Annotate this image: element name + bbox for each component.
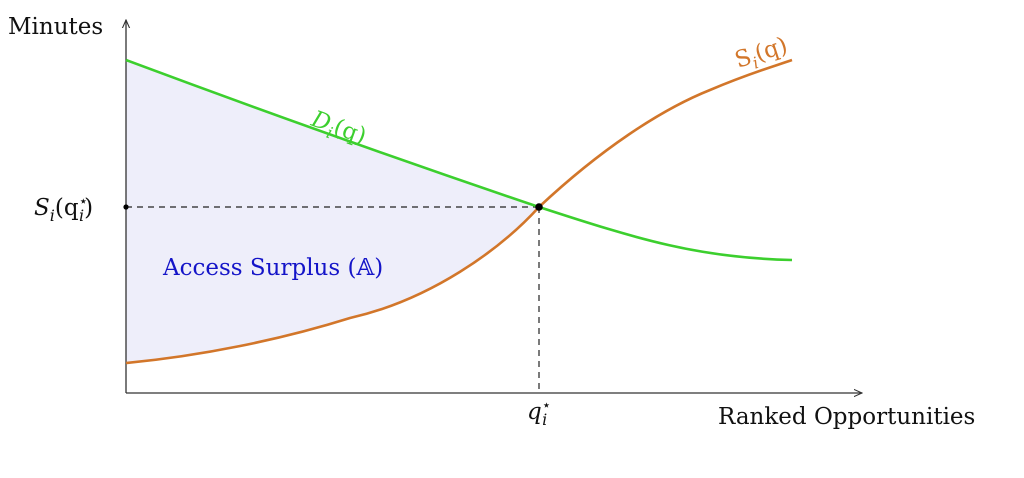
y-tick-label: Si(q⋆ i): [34, 192, 93, 225]
demand-label-sub: i: [324, 123, 335, 143]
supply-curve: [125, 58, 793, 365]
supply-label-main: S: [732, 44, 755, 74]
y-axis-label: Minutes: [8, 14, 103, 40]
y-tick-close: ): [84, 195, 93, 221]
x-tick-label: q⋆ i: [527, 396, 551, 429]
supply-curve-label: Si(q): [732, 32, 792, 77]
supply-label-sub: i: [750, 53, 761, 73]
y-tick-star: ⋆: [79, 192, 88, 210]
y-tick-point: [123, 204, 129, 210]
x-tick-sub: i: [542, 410, 547, 429]
x-axis-label: Ranked Opportunities: [718, 404, 975, 430]
demand-curve: [125, 58, 793, 262]
access-surplus-region: [126, 60, 539, 363]
y-tick-main: S: [34, 195, 50, 221]
x-tick-main: q: [527, 399, 542, 425]
x-tick-star: ⋆: [542, 396, 551, 414]
equilibrium-point: [535, 203, 543, 211]
access-surplus-label: Access Surplus (𝔸): [162, 255, 383, 281]
y-tick-open: (q: [55, 195, 79, 221]
y-tick-sub: i: [50, 206, 55, 225]
y-tick-inner-sub: i: [79, 206, 84, 225]
